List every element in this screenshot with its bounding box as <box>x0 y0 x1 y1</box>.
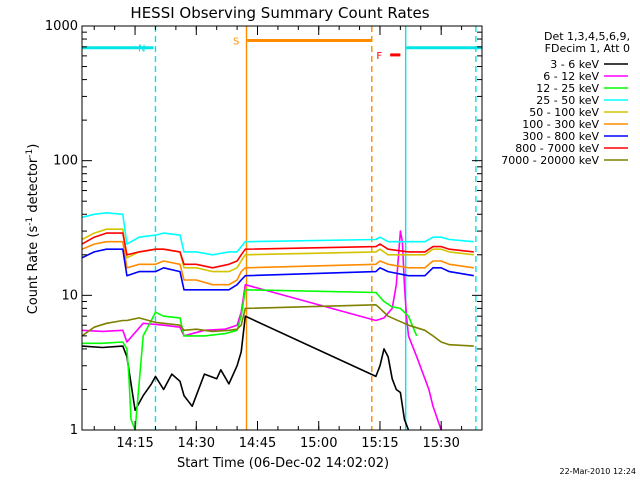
series-line <box>81 240 474 286</box>
series-line <box>81 228 474 273</box>
y-tick-label: 1000 <box>45 19 78 34</box>
legend: Det 1,3,4,5,6,9,FDecim 1, Att 0 3 - 6 keV… <box>501 30 630 167</box>
series-line <box>82 288 418 431</box>
x-tick-label: 14:45 <box>239 436 276 451</box>
legend-entry-label: 6 - 12 keV <box>543 70 599 83</box>
series-lines <box>81 212 474 431</box>
axes: 14:15 14:30 14:45 15:00 15:15 15:30 1 10 100 1000 <box>45 19 483 451</box>
y-axis-label-exp2: -1 <box>25 149 35 158</box>
legend-entry-label: 3 - 6 keV <box>550 58 599 71</box>
legend-entry-label: 7000 - 20000 keV <box>501 154 599 167</box>
flag-label: S <box>233 37 239 48</box>
chart-title: HESSI Observing Summary Count Rates <box>130 4 429 22</box>
series-line <box>81 230 442 431</box>
y-tick-label: 10 <box>61 288 78 303</box>
x-tick-label: 15:00 <box>300 436 337 451</box>
y-axis-label-mid: detector <box>26 157 41 217</box>
flag-label: F <box>376 51 382 62</box>
legend-entry-label: 100 - 300 keV <box>522 118 599 131</box>
series-line <box>81 232 474 269</box>
y-axis-label-end: ) <box>26 144 41 149</box>
legend-header-line: FDecim 1, Att 0 <box>545 42 630 55</box>
series-line <box>81 303 474 347</box>
legend-entry-label: 800 - 7000 keV <box>515 142 599 155</box>
plot-frame <box>81 25 483 431</box>
y-axis-label-exp1: -1 <box>25 217 35 226</box>
x-axis-label: Start Time (06-Dec-02 14:02:02) <box>177 456 389 471</box>
y-axis-label-main: Count Rate (s <box>26 226 41 315</box>
x-tick-label: 14:15 <box>116 436 153 451</box>
observing-markers <box>154 26 477 430</box>
y-tick-label: 100 <box>53 154 78 169</box>
timestamp: 22-Mar-2010 12:24 <box>560 467 637 476</box>
legend-entry-label: 12 - 25 keV <box>536 82 599 95</box>
series-line <box>81 248 474 291</box>
legend-entry-label: 25 - 50 keV <box>536 94 599 107</box>
series-line <box>81 315 410 431</box>
legend-entry-label: 300 - 800 keV <box>522 130 599 143</box>
series-line <box>81 212 474 256</box>
legend-header-line: Det 1,3,4,5,6,9, <box>544 30 630 43</box>
observing-flags: N S F <box>82 37 482 62</box>
legend-entry-label: 50 - 100 keV <box>529 106 599 119</box>
flag-label: N <box>138 44 145 55</box>
y-tick-label: 1 <box>70 423 78 438</box>
y-axis-label: Count Rate (s-1 detector-1) <box>25 144 41 315</box>
x-tick-label: 15:15 <box>361 436 398 451</box>
x-tick-label: 15:30 <box>422 436 459 451</box>
x-tick-label: 14:30 <box>178 436 215 451</box>
